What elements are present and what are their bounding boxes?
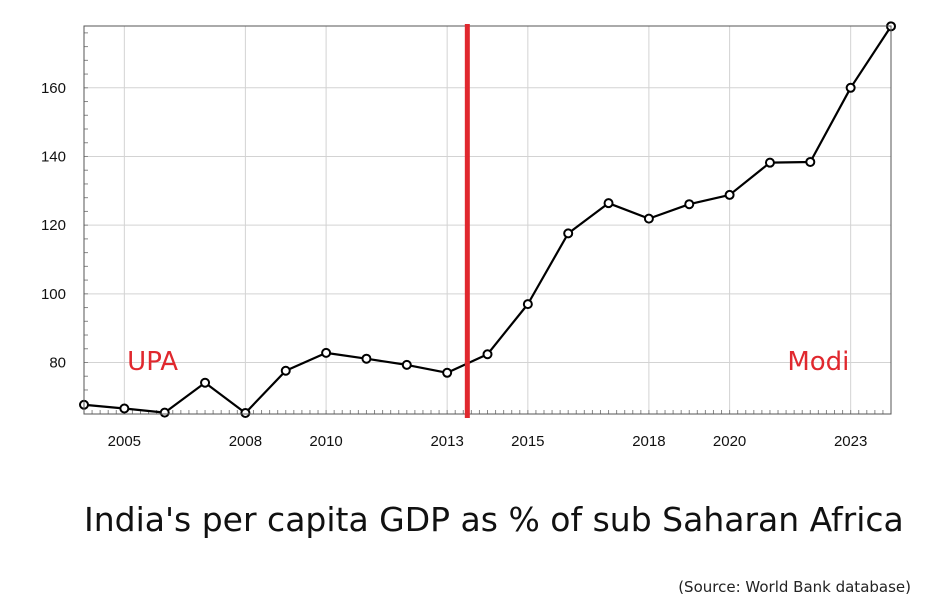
data-point — [724, 189, 735, 200]
y-tick-label: 80 — [49, 354, 66, 371]
data-point — [119, 403, 130, 414]
x-tick-label: 2005 — [108, 433, 141, 450]
region-label: Modi — [787, 347, 849, 377]
x-tick-label: 2013 — [430, 433, 463, 450]
chart-title: India's per capita GDP as % of sub Sahar… — [84, 500, 904, 539]
data-point — [643, 213, 654, 224]
data-point — [321, 347, 332, 358]
x-axis: 2005 2008 2010 2013 2015 2018 2020 2023 — [83, 410, 884, 450]
y-tick-label: 140 — [41, 148, 66, 165]
data-point — [482, 349, 493, 360]
x-tick-label: 2020 — [713, 433, 746, 450]
y-tick-label: 160 — [41, 80, 66, 97]
y-tick-label: 120 — [41, 217, 66, 234]
data-point — [200, 377, 211, 388]
data-point — [845, 82, 856, 93]
y-tick-label: 100 — [41, 286, 66, 303]
x-tick-label: 2008 — [229, 433, 262, 450]
data-point — [280, 365, 291, 376]
data-point — [361, 353, 372, 364]
x-tick-label: 2015 — [511, 433, 544, 450]
source-note: (Source: World Bank database) — [678, 578, 911, 596]
data-point — [805, 156, 816, 167]
data-point — [240, 407, 251, 418]
data-point — [522, 299, 533, 310]
series-line — [79, 21, 896, 418]
y-axis: 80 100 120 140 160 — [41, 32, 88, 405]
data-point — [603, 198, 614, 209]
region-annotations: UPA Modi — [127, 347, 849, 377]
x-tick-label: 2023 — [834, 433, 867, 450]
data-point — [764, 157, 775, 168]
gridlines — [84, 26, 891, 414]
plot-frame — [83, 25, 892, 415]
x-tick-label: 2010 — [309, 433, 342, 450]
data-point — [442, 367, 453, 378]
data-point — [401, 359, 412, 370]
data-point — [159, 407, 170, 418]
data-point — [563, 228, 574, 239]
region-label: UPA — [127, 347, 178, 377]
data-point — [684, 199, 695, 210]
x-tick-label: 2018 — [632, 433, 665, 450]
